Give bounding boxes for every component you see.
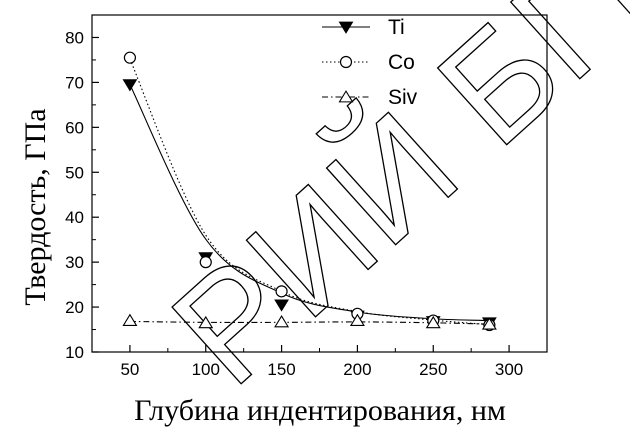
legend-marker-co bbox=[339, 55, 353, 69]
legend-label-ti: Ti bbox=[388, 16, 405, 39]
y-axis-title: Твердость, ГПа bbox=[19, 108, 52, 305]
x-tick-label: 100 bbox=[192, 360, 220, 379]
x-axis-title: Глубина индентирования, нм bbox=[134, 394, 506, 427]
x-tick-label: 150 bbox=[267, 360, 295, 379]
data-point-co bbox=[199, 256, 212, 269]
y-tick-label: 50 bbox=[65, 163, 84, 182]
legend: Ti Co Siv bbox=[322, 16, 418, 109]
x-tick-label: 300 bbox=[495, 360, 523, 379]
legend-marker-ti bbox=[338, 21, 354, 34]
data-point-ti bbox=[274, 299, 289, 312]
data-point-siv bbox=[349, 313, 365, 326]
fit-curve-siv bbox=[129, 320, 490, 325]
y-tick-label: 40 bbox=[65, 208, 84, 227]
data-point-ti bbox=[122, 79, 138, 92]
data-point-siv bbox=[274, 314, 290, 328]
y-tick-label: 70 bbox=[65, 73, 84, 92]
data-point-siv bbox=[481, 317, 497, 330]
data-point-siv bbox=[122, 313, 138, 326]
watermark: РИЙ БГПУ bbox=[141, 0, 630, 416]
data-point-co bbox=[275, 285, 288, 298]
x-tick-label: 200 bbox=[343, 360, 371, 379]
axis-ticks: 50 100 150 200 250 300 10 20 30 40 50 60 70 80 bbox=[65, 14, 523, 379]
y-tick-label: 20 bbox=[65, 298, 84, 317]
legend-marker-siv bbox=[338, 90, 354, 103]
data-point-siv bbox=[425, 315, 441, 329]
data-point-co bbox=[123, 51, 137, 64]
legend-label-siv: Siv bbox=[388, 86, 418, 109]
y-tick-label: 30 bbox=[65, 253, 84, 272]
data-markers bbox=[122, 51, 497, 332]
x-tick-label: 250 bbox=[419, 360, 447, 379]
y-tick-label: 80 bbox=[65, 28, 84, 47]
y-tick-label: 10 bbox=[65, 343, 84, 362]
y-tick-label: 60 bbox=[65, 118, 84, 137]
x-tick-label: 50 bbox=[120, 360, 139, 379]
data-point-siv bbox=[198, 315, 214, 329]
legend-label-co: Co bbox=[388, 51, 415, 74]
